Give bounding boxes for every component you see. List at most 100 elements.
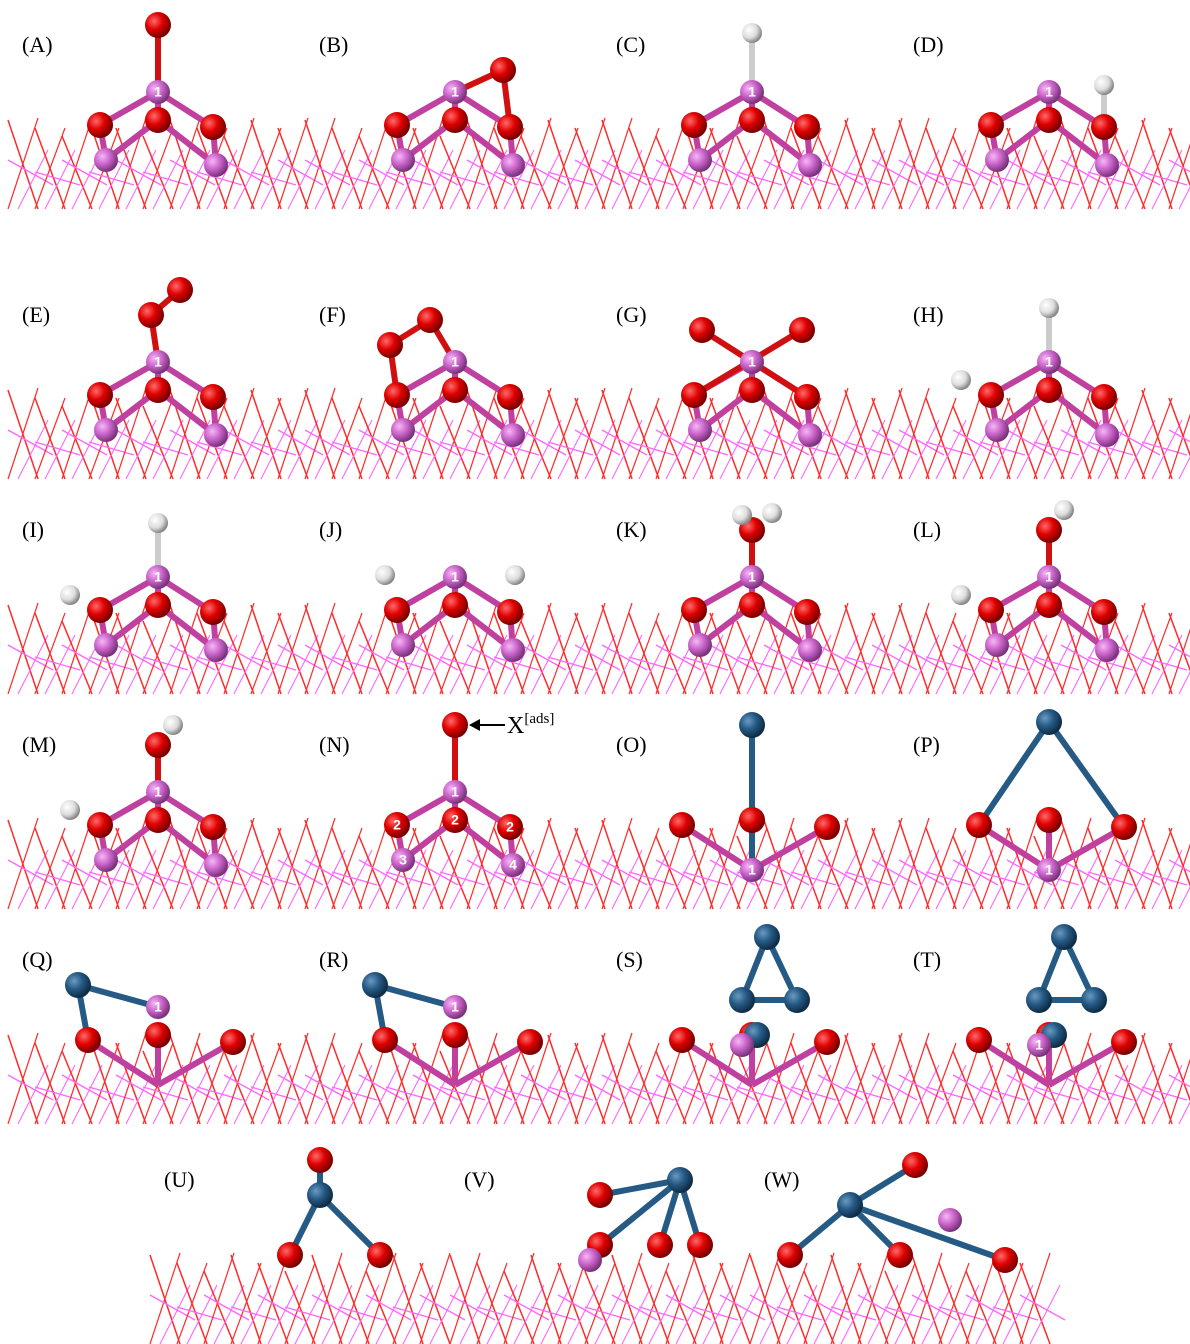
atom bbox=[777, 1242, 803, 1268]
atom bbox=[1095, 153, 1119, 177]
panel: (H)1 bbox=[899, 298, 1190, 479]
atom bbox=[688, 148, 712, 172]
panel-label: (I) bbox=[22, 517, 44, 542]
lattice-bond bbox=[8, 860, 53, 885]
atom bbox=[1091, 114, 1117, 140]
lattice-bond bbox=[359, 818, 389, 909]
lattice-bond bbox=[801, 1065, 831, 1124]
panel-label: (B) bbox=[319, 32, 348, 57]
panel-label: (F) bbox=[319, 302, 346, 327]
panel-label: (K) bbox=[616, 517, 647, 542]
panel: (D)1 bbox=[899, 32, 1190, 209]
panel: (R)1 bbox=[305, 947, 620, 1124]
atom bbox=[667, 1167, 693, 1193]
atom bbox=[87, 382, 113, 408]
atom bbox=[732, 505, 752, 525]
lattice-bond bbox=[602, 160, 647, 185]
panel-label: (O) bbox=[616, 732, 647, 757]
atom bbox=[204, 153, 228, 177]
lattice-bond bbox=[521, 388, 551, 479]
atom bbox=[1036, 807, 1062, 833]
lattice-bond bbox=[1044, 420, 1074, 479]
atom bbox=[167, 277, 193, 303]
lattice-bond bbox=[595, 1285, 625, 1344]
atom bbox=[148, 513, 168, 533]
lattice-bond bbox=[558, 635, 588, 694]
lattice-bond bbox=[639, 150, 669, 209]
atom bbox=[220, 1029, 246, 1055]
lattice-bond bbox=[936, 150, 966, 209]
atom bbox=[145, 732, 171, 758]
atom-label: 1 bbox=[1045, 862, 1053, 878]
lattice-bond bbox=[1169, 818, 1190, 909]
panel: (J)1 bbox=[305, 517, 620, 694]
lattice-bond bbox=[953, 118, 983, 209]
atom bbox=[1036, 107, 1062, 133]
panel-label: (U) bbox=[164, 1167, 195, 1192]
atom-label: 4 bbox=[509, 857, 517, 873]
lattice-bond bbox=[45, 635, 75, 694]
atom bbox=[681, 382, 707, 408]
atom-label: 3 bbox=[399, 852, 407, 868]
lattice-bond bbox=[936, 635, 966, 694]
atom-label: 2 bbox=[506, 819, 514, 835]
atom bbox=[60, 800, 80, 820]
panel: (K) 1 bbox=[602, 503, 917, 694]
atom bbox=[992, 1247, 1018, 1273]
lattice-bond bbox=[359, 388, 389, 479]
lattice-bond bbox=[521, 118, 551, 209]
atom bbox=[739, 807, 765, 833]
atom bbox=[163, 715, 183, 735]
panel-label: (D) bbox=[913, 32, 944, 57]
atom bbox=[501, 153, 525, 177]
lattice-bond bbox=[1169, 118, 1190, 209]
lattice-bond bbox=[602, 430, 647, 455]
atom bbox=[391, 633, 415, 657]
arrow-head bbox=[469, 719, 480, 731]
lattice-bond bbox=[1115, 603, 1145, 694]
atom bbox=[501, 638, 525, 662]
lattice-bond bbox=[224, 118, 254, 209]
lattice-bond bbox=[953, 603, 983, 694]
atom bbox=[669, 812, 695, 838]
atom bbox=[277, 1242, 303, 1268]
atom-label: 1 bbox=[748, 354, 756, 370]
atom bbox=[145, 107, 171, 133]
atom bbox=[754, 924, 780, 950]
lattice-bond bbox=[396, 1065, 426, 1124]
atom-label: 1 bbox=[748, 569, 756, 585]
lattice-bond bbox=[953, 388, 983, 479]
lattice-bond bbox=[639, 420, 669, 479]
lattice-bond bbox=[224, 818, 254, 909]
lattice-bond bbox=[841, 1285, 871, 1344]
atom bbox=[1036, 517, 1062, 543]
panel: (L)1 bbox=[899, 500, 1190, 694]
lattice-bond bbox=[8, 430, 53, 455]
atom bbox=[938, 1208, 962, 1232]
lattice-bond bbox=[818, 603, 848, 694]
atom bbox=[65, 972, 91, 998]
panel: (B)1 bbox=[305, 32, 620, 209]
lattice-bond bbox=[1169, 1033, 1190, 1124]
lattice-bond bbox=[261, 850, 291, 909]
panel-label: (E) bbox=[22, 302, 50, 327]
lattice-bond bbox=[504, 1253, 534, 1344]
lattice-bond bbox=[305, 160, 350, 185]
atom bbox=[1095, 638, 1119, 662]
atom bbox=[794, 599, 820, 625]
atom bbox=[647, 1232, 673, 1258]
lattice-bond bbox=[818, 388, 848, 479]
atom bbox=[739, 377, 765, 403]
lattice-bond bbox=[639, 1065, 669, 1124]
atom bbox=[375, 565, 395, 585]
lattice-bond bbox=[1169, 388, 1190, 479]
atom bbox=[145, 592, 171, 618]
lattice-bond bbox=[936, 1065, 966, 1124]
lattice-bond bbox=[855, 635, 885, 694]
atom bbox=[60, 585, 80, 605]
panel-label: (N) bbox=[319, 732, 350, 757]
atom bbox=[730, 1033, 754, 1057]
lattice-bond bbox=[450, 635, 480, 694]
lattice-bond bbox=[62, 388, 92, 479]
lattice-bond bbox=[1152, 850, 1182, 909]
